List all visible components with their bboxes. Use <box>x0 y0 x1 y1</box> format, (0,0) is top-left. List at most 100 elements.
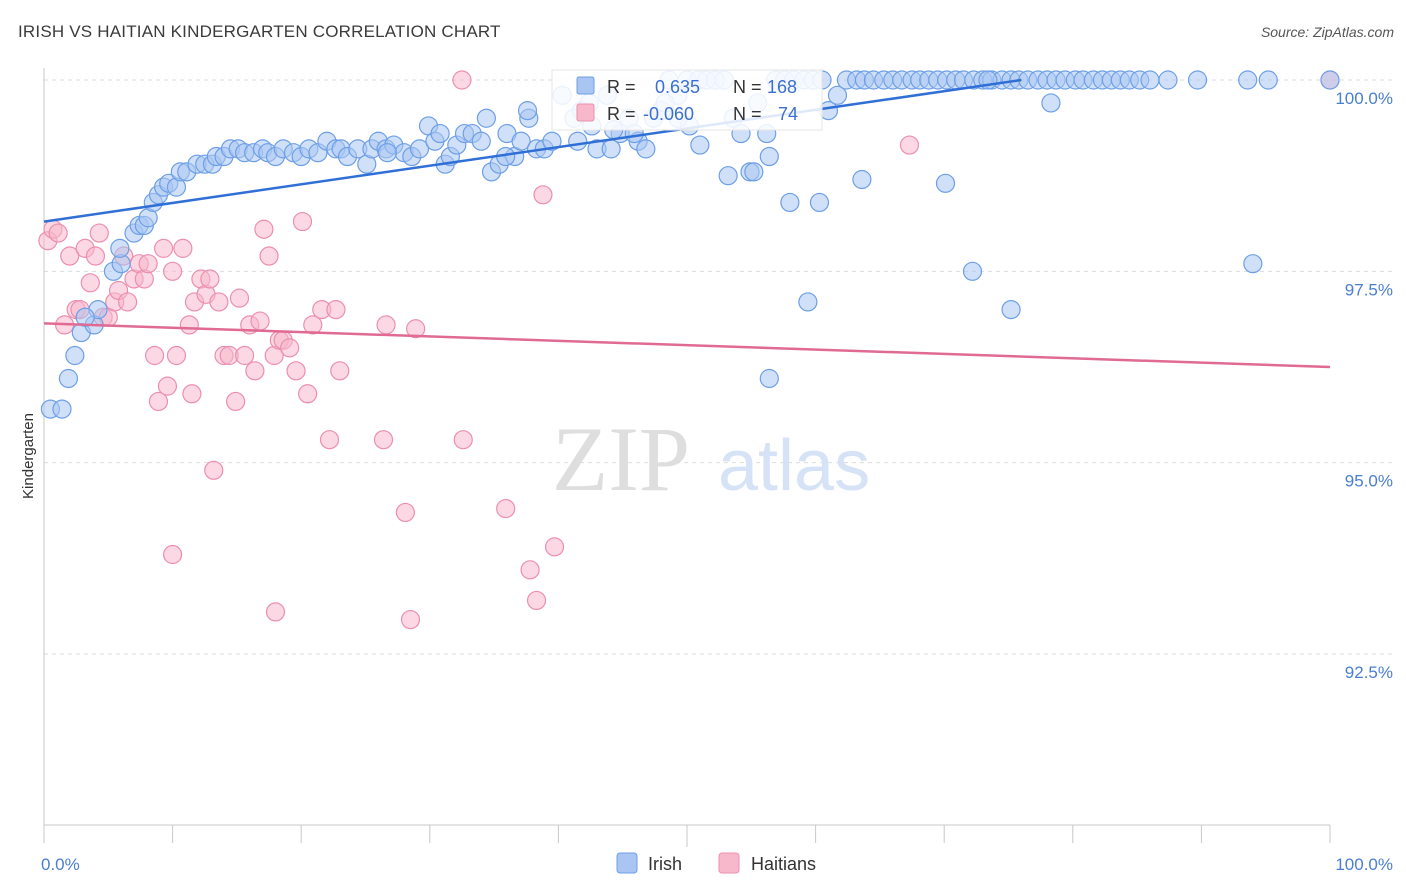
irish-point <box>798 292 818 312</box>
haitian-point <box>453 430 473 450</box>
watermark: ZIP atlas <box>552 408 870 510</box>
haitian-point <box>235 345 255 366</box>
irish-point <box>65 345 85 366</box>
haitian-point <box>182 384 202 404</box>
haitian-point <box>395 502 415 523</box>
irish-point <box>511 131 531 151</box>
haitian-point <box>319 430 340 450</box>
haitian-point <box>280 338 300 358</box>
y-tick-label: 100.0% <box>1335 89 1393 108</box>
haitian-point <box>85 246 106 266</box>
irish-point <box>718 166 738 186</box>
irish-point <box>827 85 848 105</box>
haitian-point <box>254 219 274 239</box>
haitian-point <box>89 223 109 243</box>
legend: Irish Haitians <box>616 852 816 874</box>
haitian-point <box>400 609 421 630</box>
x-tick-label: 100.0% <box>1335 855 1393 874</box>
stats-irish-n-label: N = <box>733 77 762 97</box>
irish-point <box>962 261 983 281</box>
axis-layer: 100.0% 97.5% 95.0% 92.5% 0.0% 100.0% <box>41 68 1393 874</box>
haitian-point <box>496 498 516 519</box>
y-tick-label: 92.5% <box>1345 663 1393 682</box>
haitian-point <box>250 311 270 331</box>
haitian-point <box>157 376 178 396</box>
haitian-point <box>292 211 313 232</box>
legend-irish-swatch <box>616 852 638 874</box>
x-tick-label: 0.0% <box>41 855 80 874</box>
haitian-point <box>520 560 540 580</box>
irish-point <box>690 135 710 155</box>
legend-haitian-label: Haitians <box>751 854 816 874</box>
haitian-point <box>163 544 183 565</box>
haitian-point <box>406 319 426 339</box>
irish-point <box>852 169 872 190</box>
irish-point <box>759 368 779 389</box>
haitian-point <box>452 70 472 90</box>
haitian-point <box>48 223 68 243</box>
irish-point <box>110 238 130 258</box>
haitian-point <box>899 135 920 155</box>
stats-box: R = 0.635 N = 168 R = -0.060 N = 74 <box>551 69 823 131</box>
stats-irish-n-value: 168 <box>767 77 797 97</box>
chart-title: IRISH VS HAITIAN KINDERGARTEN CORRELATIO… <box>18 22 501 41</box>
irish-point <box>1187 70 1208 90</box>
irish-point <box>809 192 830 213</box>
irish-point <box>1140 70 1160 90</box>
haitian-point <box>80 273 100 293</box>
irish-point <box>476 108 496 128</box>
haitian-point <box>173 238 193 258</box>
haitian-point <box>163 261 183 281</box>
haitian-point <box>229 288 250 308</box>
haitian-point <box>209 292 229 312</box>
trend-lines <box>43 78 1331 369</box>
irish-point <box>517 101 538 121</box>
haitian-point <box>298 384 318 404</box>
haitian-point <box>148 391 169 412</box>
haitian-point <box>153 238 174 258</box>
source-credit: Source: ZipAtlas.com <box>1260 24 1394 40</box>
irish-point <box>636 139 656 159</box>
haitian-point <box>144 345 165 366</box>
stats-irish-r-value: 0.635 <box>655 77 700 97</box>
legend-haitian-swatch <box>718 852 740 874</box>
irish-point <box>744 162 764 182</box>
haitian-point <box>526 590 547 611</box>
haitian-trend-line <box>43 322 1331 369</box>
stats-haitian-r-label: R = <box>607 104 636 124</box>
irish-point <box>377 143 397 163</box>
haitian-point <box>166 345 187 366</box>
irish-point <box>1158 70 1178 90</box>
stats-haitian-r-value: -0.060 <box>643 104 694 124</box>
irish-point <box>1238 70 1258 90</box>
haitian-point <box>117 292 138 312</box>
haitian-point <box>200 269 220 289</box>
irish-point <box>1243 254 1263 274</box>
irish-point <box>568 131 588 151</box>
irish-point <box>75 307 95 327</box>
y-tick-label: 97.5% <box>1345 280 1393 299</box>
y-axis-title: Kindergarten <box>20 413 37 499</box>
haitian-point <box>326 300 346 320</box>
irish-point <box>471 131 491 151</box>
watermark-atlas: atlas <box>718 426 870 506</box>
irish-point <box>759 146 779 167</box>
haitian-point <box>226 391 246 412</box>
irish-point <box>430 123 450 144</box>
irish-trend-line <box>43 78 1022 223</box>
irish-point <box>935 173 956 193</box>
haitian-point <box>373 430 394 450</box>
irish-point <box>780 192 800 213</box>
haitian-point <box>286 361 306 381</box>
haitian-point <box>544 537 565 557</box>
irish-point <box>542 131 562 151</box>
irish-point <box>1258 70 1278 90</box>
irish-point <box>409 139 430 159</box>
irish-point <box>1001 300 1021 320</box>
haitian-points <box>38 70 1340 630</box>
haitian-point <box>179 315 199 335</box>
stats-haitian-n-label: N = <box>733 104 762 124</box>
haitian-point <box>204 460 224 480</box>
haitian-point <box>265 602 286 622</box>
